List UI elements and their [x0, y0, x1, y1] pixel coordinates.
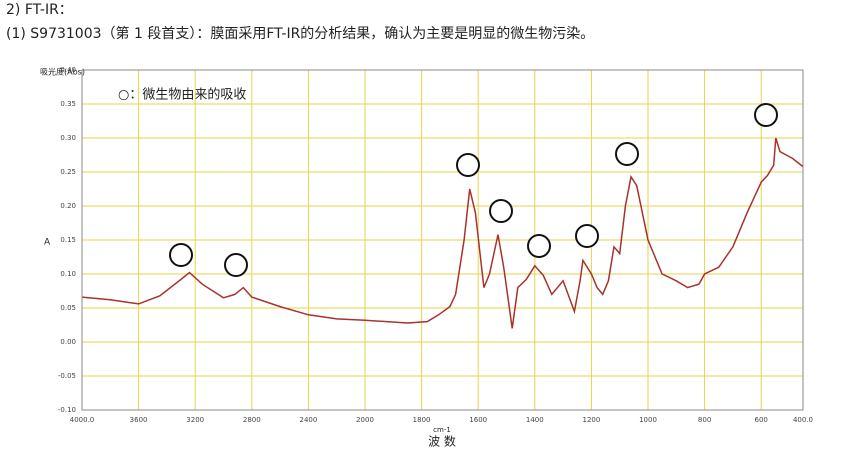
y-tick-label: 0.30 [60, 134, 76, 142]
x-tick-label: 2000 [356, 416, 374, 424]
peak-circle [575, 224, 599, 248]
x-tick-label: 1800 [413, 416, 431, 424]
y-tick-label: 0.15 [60, 236, 76, 244]
y-tick-label: 0.00 [60, 338, 76, 346]
annotation: ○：微生物由来的吸收 [118, 87, 246, 103]
x-tick-label: 2400 [299, 416, 317, 424]
plot-frame [81, 69, 804, 411]
subheading: (1) S9731003（第 1 段首支）：膜面采用FT-IR的分析结果，确认为… [6, 25, 594, 42]
plot: -0.10 -0.05 0.00 0.05 0.10 0.15 0.20 0.25 0.30 0.… [58, 66, 813, 424]
y-tick-label: 0.20 [60, 202, 76, 210]
peak-circle [615, 142, 639, 166]
y-tick-label: 0.10 [60, 270, 76, 278]
spectrum-line [81, 137, 804, 329]
peak-circle [754, 103, 778, 127]
peak-circle [169, 243, 193, 267]
peak-circle [224, 253, 248, 277]
y-tick-label: 0.40 [60, 66, 76, 74]
x-tick-label: 800 [698, 416, 711, 424]
x-axis-label: 波 数 [428, 434, 456, 449]
x-tick-label: 1000 [639, 416, 657, 424]
x-tick-label: 3200 [186, 416, 204, 424]
x-tick-label: 400.0 [793, 416, 813, 424]
y-tick-label: 0.35 [60, 100, 76, 108]
x-unit: cm-1 [433, 426, 451, 434]
x-tick-label: 4000.0 [70, 416, 95, 424]
x-tick-label: 1200 [582, 416, 600, 424]
y-tick-label: 0.25 [60, 168, 76, 176]
x-tick-label: 600 [755, 416, 768, 424]
x-tick-label: 2800 [243, 416, 261, 424]
peak-circle [527, 234, 551, 258]
heading: 2) FT-IR： [6, 2, 73, 18]
peak-markers [169, 103, 778, 277]
x-tick-label: 1600 [469, 416, 487, 424]
y-axis-label: 吸光度(Abs) [40, 67, 85, 77]
y-tick-label: -0.05 [58, 372, 76, 380]
x-tick-label: 1400 [526, 416, 544, 424]
y-tick-label: 0.05 [60, 304, 76, 312]
y-tick-label: -0.10 [58, 406, 76, 414]
x-tick-label: 3600 [130, 416, 148, 424]
peak-circle [456, 153, 480, 177]
peak-circle [489, 199, 513, 223]
y-axis-short: A [44, 238, 51, 248]
